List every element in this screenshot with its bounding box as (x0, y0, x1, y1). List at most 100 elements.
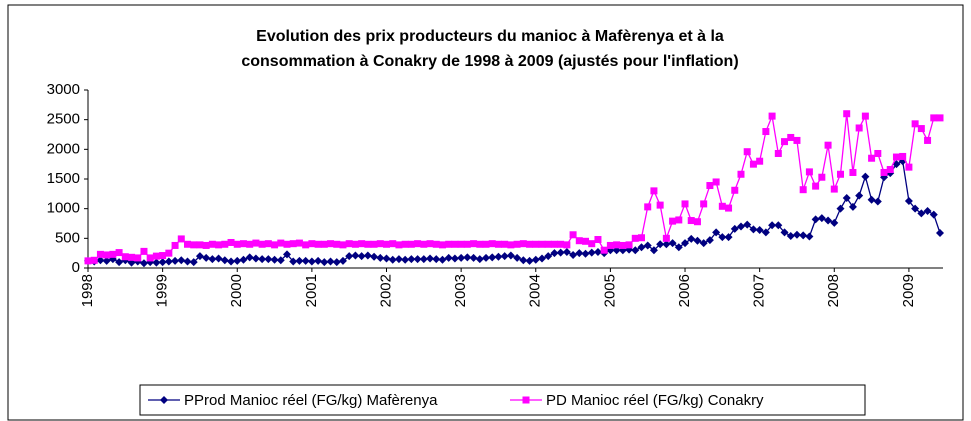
data-point (936, 228, 944, 237)
data-point (227, 238, 235, 246)
data-point (251, 254, 260, 263)
x-tick-label: 2007 (751, 274, 768, 307)
x-tick-label: 2005 (601, 274, 618, 307)
data-point (134, 254, 142, 262)
data-point (276, 256, 285, 265)
data-point (190, 241, 198, 249)
data-point (208, 240, 216, 248)
data-point (805, 232, 814, 241)
data-point (494, 240, 502, 248)
data-point (295, 256, 304, 265)
data-point (781, 138, 789, 146)
data-point (712, 178, 720, 186)
data-point (799, 186, 807, 194)
data-point (333, 240, 341, 248)
y-tick-label: 3000 (47, 81, 80, 98)
data-point (208, 255, 217, 264)
data-point (917, 125, 925, 133)
data-point (867, 195, 876, 204)
legend-label: PProd Manioc réel (FG/kg) Mafèrenya (184, 392, 438, 409)
data-point (649, 246, 658, 255)
data-point (848, 202, 857, 211)
data-point (295, 239, 303, 247)
data-point (718, 202, 726, 210)
data-point (731, 186, 739, 194)
data-point (314, 256, 323, 265)
data-point (401, 240, 409, 248)
data-point (277, 239, 285, 247)
data-point (843, 110, 851, 118)
data-point (519, 240, 527, 248)
x-tick-label: 2001 (303, 274, 320, 307)
data-point (164, 257, 173, 266)
data-point (475, 255, 484, 264)
data-point (637, 234, 645, 242)
data-point (569, 250, 578, 259)
data-point (476, 240, 484, 248)
data-point (283, 250, 292, 259)
data-point (388, 255, 397, 264)
data-point (743, 220, 752, 229)
data-point (289, 240, 297, 248)
data-point (861, 112, 869, 120)
legend-label: PD Manioc réel (FG/kg) Conakry (546, 392, 764, 409)
data-point (432, 240, 440, 248)
data-point (924, 136, 932, 144)
data-point (189, 258, 198, 267)
data-point (165, 249, 173, 257)
data-point (762, 128, 770, 136)
data-point (84, 257, 92, 265)
data-point (793, 136, 801, 144)
data-point (544, 240, 552, 248)
x-tick-label: 1999 (154, 274, 171, 307)
data-point (121, 253, 129, 261)
data-point (606, 241, 614, 249)
data-point (438, 255, 447, 264)
data-point (96, 250, 104, 258)
data-point (463, 240, 471, 248)
legend-box (139, 384, 866, 416)
data-point (805, 168, 813, 176)
data-point (581, 249, 590, 258)
data-point (855, 191, 864, 200)
data-point (675, 216, 683, 224)
data-point (613, 241, 621, 249)
data-point (768, 221, 777, 230)
data-point (426, 254, 435, 263)
data-point (90, 256, 98, 264)
data-point (338, 256, 347, 265)
data-point (824, 216, 833, 225)
data-point (556, 248, 565, 257)
data-point (563, 241, 571, 249)
data-point (674, 243, 683, 252)
data-point (445, 240, 453, 248)
x-tick-label: 2004 (527, 274, 544, 307)
data-point (196, 241, 204, 249)
data-point (736, 222, 745, 231)
data-point (301, 256, 310, 265)
data-point (656, 240, 665, 249)
y-tick-label: 0 (72, 259, 80, 276)
x-tick-label: 1998 (79, 274, 96, 307)
data-point (177, 235, 185, 243)
x-tick-label: 2000 (228, 274, 245, 307)
data-point (413, 255, 422, 264)
data-point (507, 241, 515, 249)
data-point (650, 187, 658, 195)
data-point (139, 259, 148, 268)
data-point (756, 157, 764, 165)
data-point (550, 249, 559, 258)
data-point (531, 255, 540, 264)
data-point (792, 230, 801, 239)
data-point (718, 233, 727, 242)
data-point (314, 240, 322, 248)
data-point (426, 240, 434, 248)
data-point (171, 241, 179, 249)
data-point (892, 153, 900, 161)
data-point (930, 114, 938, 122)
data-point (874, 149, 882, 157)
data-point (183, 257, 192, 266)
data-point (357, 252, 366, 261)
data-point (450, 254, 459, 263)
x-tick-label: 2008 (825, 274, 842, 307)
